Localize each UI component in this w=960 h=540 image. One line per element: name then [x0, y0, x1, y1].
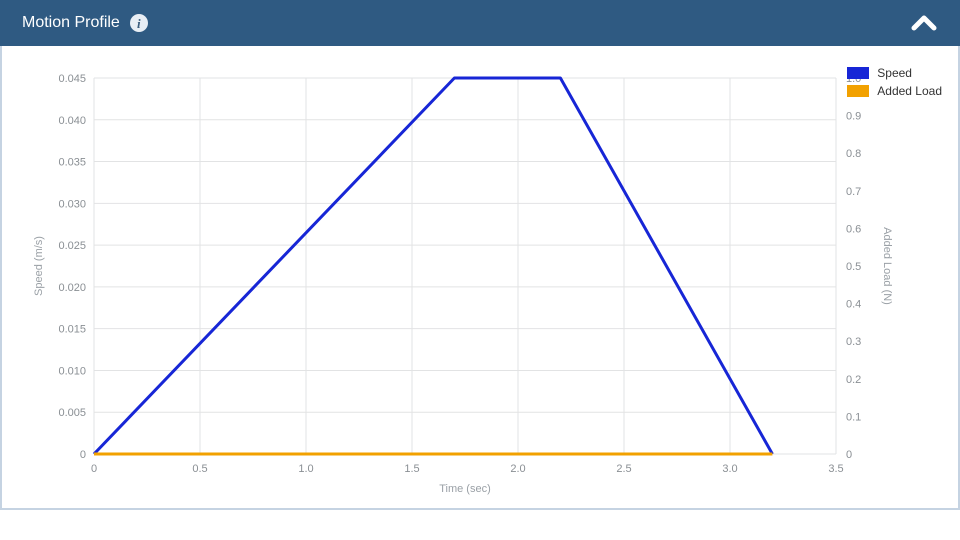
svg-text:0.010: 0.010 — [58, 365, 86, 377]
svg-text:0.020: 0.020 — [58, 282, 86, 294]
svg-text:0.9: 0.9 — [846, 111, 861, 123]
svg-text:0.8: 0.8 — [846, 148, 861, 160]
svg-text:2.0: 2.0 — [510, 463, 525, 475]
motion-profile-chart: 00.51.01.52.02.53.03.500.0050.0100.0150.… — [14, 60, 946, 500]
collapse-button[interactable] — [910, 9, 938, 37]
svg-text:Added Load (N): Added Load (N) — [881, 227, 893, 305]
legend-item-speed[interactable]: Speed — [847, 66, 942, 80]
chart-canvas: 00.51.01.52.02.53.03.500.0050.0100.0150.… — [14, 60, 934, 500]
svg-text:0.035: 0.035 — [58, 157, 86, 169]
svg-text:0.040: 0.040 — [58, 115, 86, 127]
legend-item-added_load[interactable]: Added Load — [847, 84, 942, 98]
svg-text:0.045: 0.045 — [58, 73, 86, 85]
svg-text:1.5: 1.5 — [404, 463, 419, 475]
svg-text:1.0: 1.0 — [298, 463, 313, 475]
svg-text:0.1: 0.1 — [846, 411, 861, 423]
svg-text:0.005: 0.005 — [58, 407, 86, 419]
chart-legend: Speed Added Load — [847, 66, 942, 102]
svg-text:0.6: 0.6 — [846, 223, 861, 235]
chevron-up-icon — [911, 14, 937, 32]
svg-text:Speed (m/s): Speed (m/s) — [33, 236, 45, 296]
legend-swatch — [847, 85, 869, 97]
svg-text:0: 0 — [80, 449, 86, 461]
panel-title: Motion Profile — [22, 14, 120, 32]
legend-swatch — [847, 67, 869, 79]
svg-text:0.3: 0.3 — [846, 336, 861, 348]
svg-text:0.025: 0.025 — [58, 240, 86, 252]
panel-body: 00.51.01.52.02.53.03.500.0050.0100.0150.… — [0, 46, 960, 510]
panel-header: Motion Profile i — [0, 0, 960, 46]
info-icon[interactable]: i — [130, 14, 148, 32]
svg-text:0.2: 0.2 — [846, 374, 861, 386]
legend-label: Added Load — [877, 84, 942, 98]
svg-text:0.015: 0.015 — [58, 324, 86, 336]
svg-text:0.030: 0.030 — [58, 198, 86, 210]
motion-profile-panel: Motion Profile i 00.51.01.52.02.53.03.50… — [0, 0, 960, 510]
svg-text:0.4: 0.4 — [846, 299, 861, 311]
svg-text:0.5: 0.5 — [846, 261, 861, 273]
svg-text:0.7: 0.7 — [846, 186, 861, 198]
svg-text:Time (sec): Time (sec) — [439, 483, 491, 495]
info-glyph: i — [137, 17, 141, 30]
svg-text:2.5: 2.5 — [616, 463, 631, 475]
legend-label: Speed — [877, 66, 912, 80]
svg-text:0: 0 — [91, 463, 97, 475]
svg-text:0: 0 — [846, 449, 852, 461]
svg-text:0.5: 0.5 — [192, 463, 207, 475]
svg-text:3.5: 3.5 — [828, 463, 843, 475]
svg-text:3.0: 3.0 — [722, 463, 737, 475]
